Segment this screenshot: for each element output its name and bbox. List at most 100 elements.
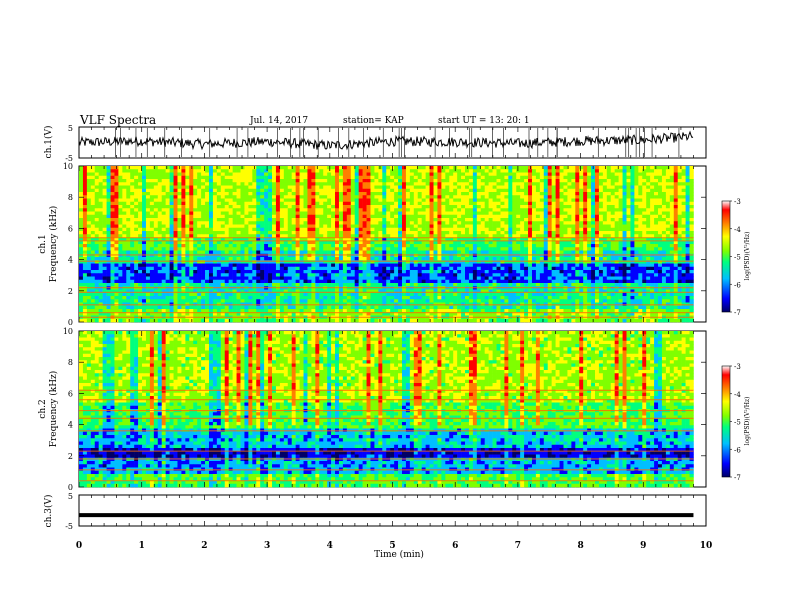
spectrogram-cell — [394, 198, 399, 203]
spectrogram-cell — [401, 240, 407, 245]
spectrogram-cell — [401, 263, 407, 268]
spectrogram-cell — [425, 214, 430, 219]
spectrogram-cell — [358, 224, 363, 229]
spectrogram-cell — [268, 198, 273, 203]
spectrogram-cell — [161, 198, 166, 203]
spectrogram-cell — [102, 188, 107, 193]
spectrogram-cell — [468, 211, 474, 216]
spectrogram-cell — [504, 234, 509, 238]
spectrogram-cell — [197, 208, 202, 212]
spectrogram-cell — [528, 263, 533, 268]
spectrogram-cell — [177, 182, 182, 186]
spectrogram-cell — [181, 175, 186, 180]
spectrogram-cell — [563, 234, 568, 238]
spectrogram-cell — [240, 211, 245, 216]
spectrogram-cell — [342, 166, 348, 170]
spectrogram-cell — [110, 266, 115, 271]
spectrogram-cell — [598, 234, 604, 238]
spectrogram-cell — [531, 224, 537, 229]
spectrogram-cell — [378, 263, 383, 268]
spectrogram-cell — [149, 260, 155, 264]
spectrogram-cell — [138, 192, 143, 196]
spectrogram-cell — [650, 224, 655, 229]
spectrogram-cell — [685, 166, 690, 170]
spectrogram-cell — [338, 250, 344, 255]
spectrogram-cell — [264, 247, 269, 251]
spectrogram-cell — [591, 234, 596, 238]
spectrogram-cell — [472, 227, 478, 232]
spectrogram-cell — [634, 263, 639, 268]
spectrogram-cell — [543, 237, 549, 242]
spectrogram-cell — [181, 234, 186, 238]
spectrogram-cell — [335, 260, 340, 264]
spectrogram-cell — [429, 188, 434, 193]
spectrogram-cell — [126, 257, 131, 261]
spectrogram-cell — [358, 188, 363, 193]
spectrogram-cell — [398, 179, 403, 183]
spectrogram-cell — [106, 247, 111, 251]
spectrogram-cell — [606, 234, 612, 238]
spectrogram-cell — [618, 231, 623, 235]
spectrogram-cell — [236, 201, 241, 206]
spectrogram-cell — [390, 227, 395, 232]
spectrogram-cell — [386, 257, 391, 261]
spectrogram-cell — [216, 244, 222, 248]
spectrogram-cell — [327, 266, 332, 271]
spectrogram-cell — [185, 182, 190, 186]
spectrogram-cell — [429, 179, 434, 183]
spectrogram-cell — [212, 192, 218, 196]
spectrogram-cell — [571, 169, 576, 173]
spectrogram-cell — [82, 172, 88, 177]
spectrogram-cell — [642, 208, 647, 212]
spectrogram-cell — [594, 188, 600, 193]
spectrogram-cell — [622, 231, 627, 235]
spectrogram-cell — [382, 201, 387, 206]
spectrogram-cell — [122, 179, 127, 183]
spectrogram-cell — [508, 237, 513, 242]
spectrogram-cell — [500, 253, 505, 258]
spectrogram-cell — [216, 240, 222, 245]
spectrogram-cell — [531, 179, 537, 183]
spectrogram-cell — [520, 179, 525, 183]
spectrogram-cell — [346, 237, 352, 242]
spectrogram-cell — [315, 188, 320, 193]
spectrogram-cell — [236, 234, 241, 238]
spectrogram-cell — [205, 192, 210, 196]
spectrogram-cell — [323, 260, 328, 264]
spectrogram-cell — [563, 263, 568, 268]
spectrogram-cell — [130, 182, 135, 186]
spectrogram-cell — [287, 175, 292, 180]
spectrogram-cell — [551, 250, 556, 255]
spectrogram-cell — [468, 237, 474, 242]
spectrogram-cell — [516, 221, 521, 225]
spectrogram-cell — [587, 221, 592, 225]
spectrogram-cell — [240, 195, 245, 199]
spectrogram-cell — [315, 234, 320, 238]
spectrogram-cell — [673, 208, 679, 212]
spectrogram-cell — [689, 221, 694, 225]
spectrogram-cell — [543, 201, 549, 206]
spectrogram-cell — [500, 266, 505, 271]
spectrogram-cell — [130, 179, 135, 183]
spectrogram-cell — [264, 208, 269, 212]
spectrogram-cell — [618, 214, 623, 219]
spectrogram-cell — [496, 188, 501, 193]
spectrogram-cell — [256, 195, 261, 199]
spectrogram-cell — [433, 182, 438, 186]
spectrogram-cell — [445, 201, 450, 206]
spectrogram-cell — [370, 224, 375, 229]
spectrogram-cell — [591, 247, 596, 251]
spectrogram-cell — [488, 182, 493, 186]
spectrogram-cell — [350, 218, 356, 222]
spectrogram-cell — [335, 234, 340, 238]
spectrogram-cell — [370, 175, 375, 180]
spectrogram-cell — [618, 192, 623, 196]
spectrogram-cell — [689, 253, 694, 258]
spectrogram-cell — [543, 175, 549, 180]
spectrogram-cell — [405, 266, 411, 271]
spectrogram-cell — [244, 231, 249, 235]
spectrogram-cell — [165, 263, 170, 268]
spectrogram-cell — [303, 227, 308, 232]
spectrogram-cell — [118, 198, 123, 203]
spectrogram-cell — [626, 218, 631, 222]
